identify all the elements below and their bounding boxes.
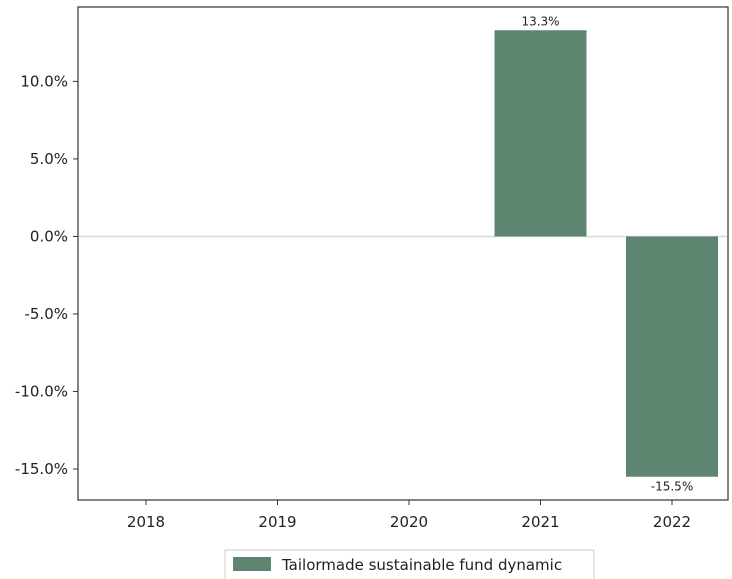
legend: Tailormade sustainable fund dynamic [224, 549, 595, 579]
bar-2022 [626, 236, 718, 477]
y-tick-label: -5.0% [24, 305, 68, 323]
data-label-2021: 13.3% [521, 14, 559, 28]
bar-2021 [494, 30, 587, 237]
legend-box [224, 549, 595, 579]
y-tick-label: 0.0% [30, 227, 68, 245]
y-tick-label: -10.0% [15, 382, 68, 400]
x-tick-label: 2020 [390, 513, 428, 531]
legend-label: Tailormade sustainable fund dynamic [281, 556, 562, 574]
y-tick-label: 5.0% [30, 150, 68, 168]
y-axis: 10.0% 5.0% 0.0% -5.0% -10.0% -15.0% [15, 72, 78, 478]
x-tick-label: 2018 [127, 513, 165, 531]
legend-swatch [233, 557, 271, 571]
x-axis: 2018 2019 2020 2021 2022 [127, 500, 691, 531]
data-labels-group: 13.3% -15.5% [521, 14, 693, 493]
x-tick-label: 2021 [521, 513, 559, 531]
bars-group [494, 30, 718, 477]
y-tick-label: 10.0% [20, 72, 68, 90]
x-tick-label: 2019 [258, 513, 296, 531]
y-tick-label: -15.0% [15, 460, 68, 478]
data-label-2022: -15.5% [651, 480, 693, 494]
plot-area [77, 6, 729, 501]
x-tick-label: 2022 [653, 513, 691, 531]
